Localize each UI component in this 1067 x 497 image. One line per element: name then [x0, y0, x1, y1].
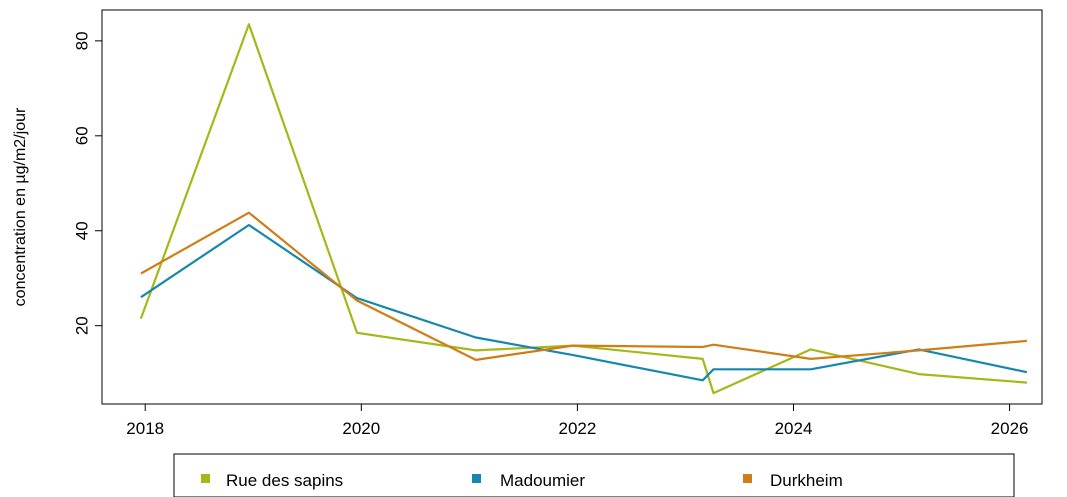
- legend-label-madoumier: Madoumier: [500, 471, 585, 490]
- x-tick-label: 2018: [126, 419, 164, 438]
- y-tick-label: 80: [73, 31, 92, 50]
- y-tick-label: 20: [73, 316, 92, 335]
- legend: Rue des sapins Madoumier Durkheim: [173, 453, 1015, 497]
- legend-label-durkheim: Durkheim: [770, 471, 843, 490]
- legend-swatch-rue-des-sapins: [201, 474, 210, 483]
- series-layer: [139, 23, 1028, 395]
- legend-label-rue-des-sapins: Rue des sapins: [226, 471, 343, 490]
- x-tick-label: 2026: [991, 419, 1029, 438]
- legend-box: [173, 453, 1015, 497]
- y-tick-label: 40: [73, 221, 92, 240]
- plot-frame: [101, 9, 1043, 405]
- legend-item-durkheim: Durkheim: [743, 471, 843, 490]
- y-axis-title: concentration en µg/m2/jour: [12, 107, 29, 306]
- x-tick-label: 2022: [558, 419, 596, 438]
- x-axis: 2018 2020 2022 2024 2026: [126, 404, 1029, 438]
- y-tick-label: 60: [73, 126, 92, 145]
- y-axis: 20 40 60 80: [73, 31, 102, 335]
- legend-item-madoumier: Madoumier: [472, 471, 585, 490]
- legend-item-rue-des-sapins: Rue des sapins: [201, 471, 343, 490]
- legend-swatch-durkheim: [743, 474, 752, 483]
- series-line-durkheim: [140, 211, 1027, 361]
- series-line-rue-des-sapins: [139, 23, 1027, 395]
- x-tick-label: 2024: [775, 419, 813, 438]
- legend-swatch-madoumier: [472, 474, 481, 483]
- series-line-madoumier: [140, 223, 1028, 382]
- x-tick-label: 2020: [342, 419, 380, 438]
